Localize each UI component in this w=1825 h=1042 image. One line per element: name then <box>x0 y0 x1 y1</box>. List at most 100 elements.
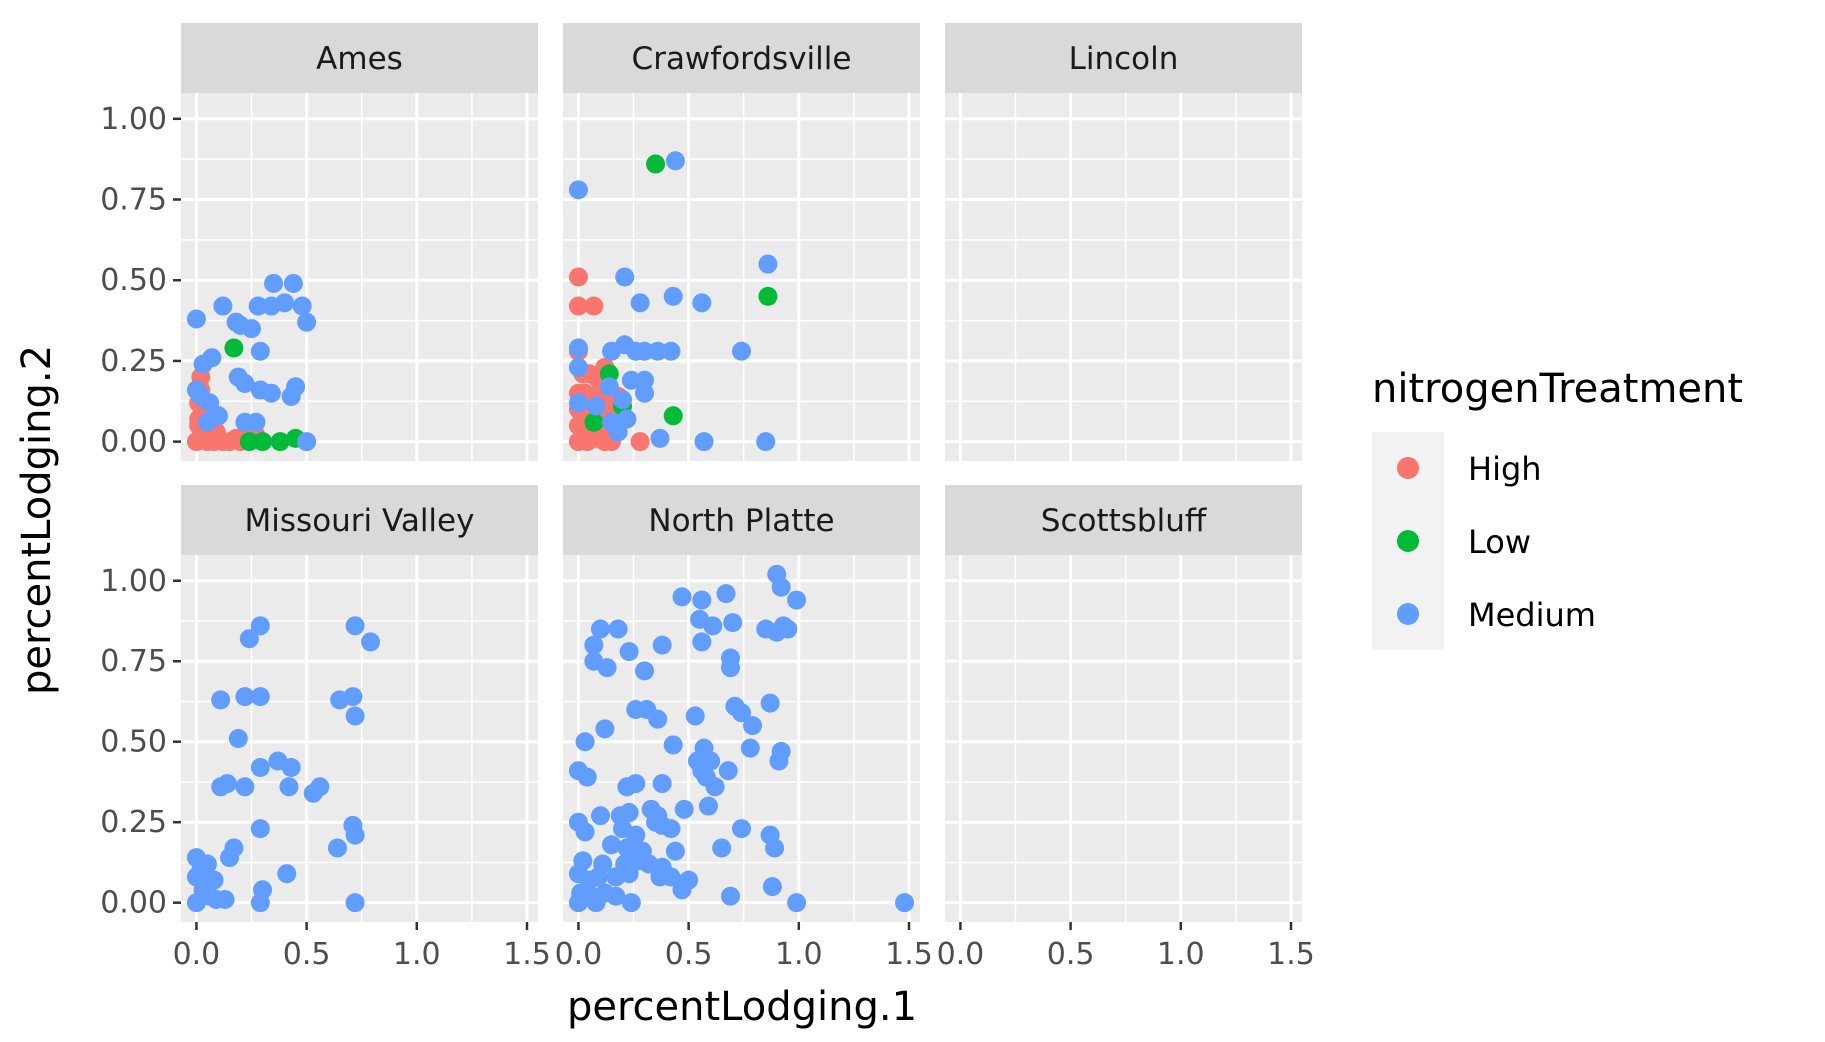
data-point <box>239 432 259 452</box>
data-point <box>692 590 712 610</box>
data-point <box>250 893 270 913</box>
data-point <box>692 293 712 313</box>
data-point <box>652 774 672 794</box>
data-point <box>630 432 650 452</box>
x-tick-label: 1.0 <box>1157 937 1205 972</box>
data-point <box>703 616 723 636</box>
x-axis: 0.0 0.5 1.0 1.5 <box>937 922 1315 972</box>
data-point <box>224 338 244 358</box>
data-point <box>217 774 237 794</box>
facet-panel: Crawfordsville <box>563 23 920 461</box>
data-point <box>608 619 628 639</box>
data-point <box>202 348 222 368</box>
data-point <box>665 841 685 861</box>
data-point <box>613 390 632 410</box>
data-point <box>219 848 239 868</box>
data-point <box>760 693 780 713</box>
y-tick-label: 0.00 <box>100 425 167 460</box>
x-tick-label: 0.5 <box>665 937 713 972</box>
data-point <box>586 396 606 416</box>
data-point <box>575 822 595 842</box>
data-point <box>250 757 270 777</box>
data-point <box>345 616 365 636</box>
facet-strip-label: Lincoln <box>1069 41 1179 77</box>
data-point <box>672 587 692 607</box>
data-point <box>743 716 763 736</box>
data-point <box>758 254 778 274</box>
data-point <box>635 383 655 403</box>
data-point <box>619 864 639 884</box>
data-point <box>652 635 672 655</box>
data-point <box>345 706 365 726</box>
facet-panel: North Platte <box>563 485 920 922</box>
facet-strip <box>945 23 1302 93</box>
facet-panel: Scottsbluff <box>945 485 1302 922</box>
y-tick-label: 0.75 <box>100 644 167 679</box>
data-point <box>608 422 628 442</box>
y-tick-label: 0.50 <box>100 263 167 298</box>
data-point <box>590 806 610 826</box>
data-point <box>343 687 363 707</box>
data-point <box>650 428 670 448</box>
data-point <box>769 751 789 771</box>
legend-label-low: Low <box>1468 523 1531 561</box>
data-point <box>297 312 317 332</box>
facet-strip-label: Ames <box>316 41 403 77</box>
data-point <box>895 893 915 913</box>
x-tick-label: 1.5 <box>503 937 551 972</box>
data-point <box>584 296 604 316</box>
data-point <box>635 341 655 361</box>
facet-strip <box>181 23 538 93</box>
data-point <box>250 687 270 707</box>
data-point <box>253 432 273 452</box>
data-point <box>264 273 284 293</box>
panel-background <box>945 555 1302 922</box>
data-point <box>674 873 694 893</box>
data-point <box>601 835 621 855</box>
data-point <box>235 374 255 394</box>
data-point <box>665 151 685 171</box>
data-point <box>275 293 295 313</box>
data-point <box>586 893 606 913</box>
data-point <box>597 658 617 678</box>
facet-strip-label: Scottsbluff <box>1041 503 1207 539</box>
x-tick-label: 0.0 <box>555 937 603 972</box>
data-point <box>716 584 736 604</box>
y-tick-label: 1.00 <box>100 564 167 599</box>
data-point <box>621 370 641 390</box>
data-point <box>694 432 714 452</box>
data-point <box>568 393 588 413</box>
facet-strip <box>945 485 1302 555</box>
data-point <box>577 767 597 787</box>
data-point <box>239 629 259 649</box>
data-point <box>246 412 266 432</box>
data-point <box>595 719 615 739</box>
y-tick-label: 0.75 <box>100 183 167 218</box>
data-point <box>345 893 365 913</box>
x-tick-label: 1.5 <box>885 937 933 972</box>
data-point <box>778 619 798 639</box>
data-point <box>215 889 235 909</box>
data-point <box>661 819 681 839</box>
data-point <box>213 296 233 316</box>
data-point <box>270 432 290 452</box>
data-point <box>584 412 604 432</box>
data-point <box>663 286 683 306</box>
data-point <box>756 432 776 452</box>
facet-strip-label: Crawfordsville <box>632 41 852 77</box>
x-tick-label: 0.0 <box>173 937 221 972</box>
data-point <box>292 296 312 316</box>
data-point <box>186 893 206 913</box>
data-point <box>661 341 681 361</box>
data-point <box>685 706 705 726</box>
facet-strip <box>563 485 920 555</box>
data-point <box>732 341 751 361</box>
data-point <box>626 774 646 794</box>
data-point <box>599 377 619 397</box>
data-point <box>568 893 588 913</box>
data-point <box>197 412 217 432</box>
data-point <box>250 341 270 361</box>
data-point <box>568 180 588 200</box>
data-point <box>712 838 732 858</box>
data-point <box>648 709 668 729</box>
